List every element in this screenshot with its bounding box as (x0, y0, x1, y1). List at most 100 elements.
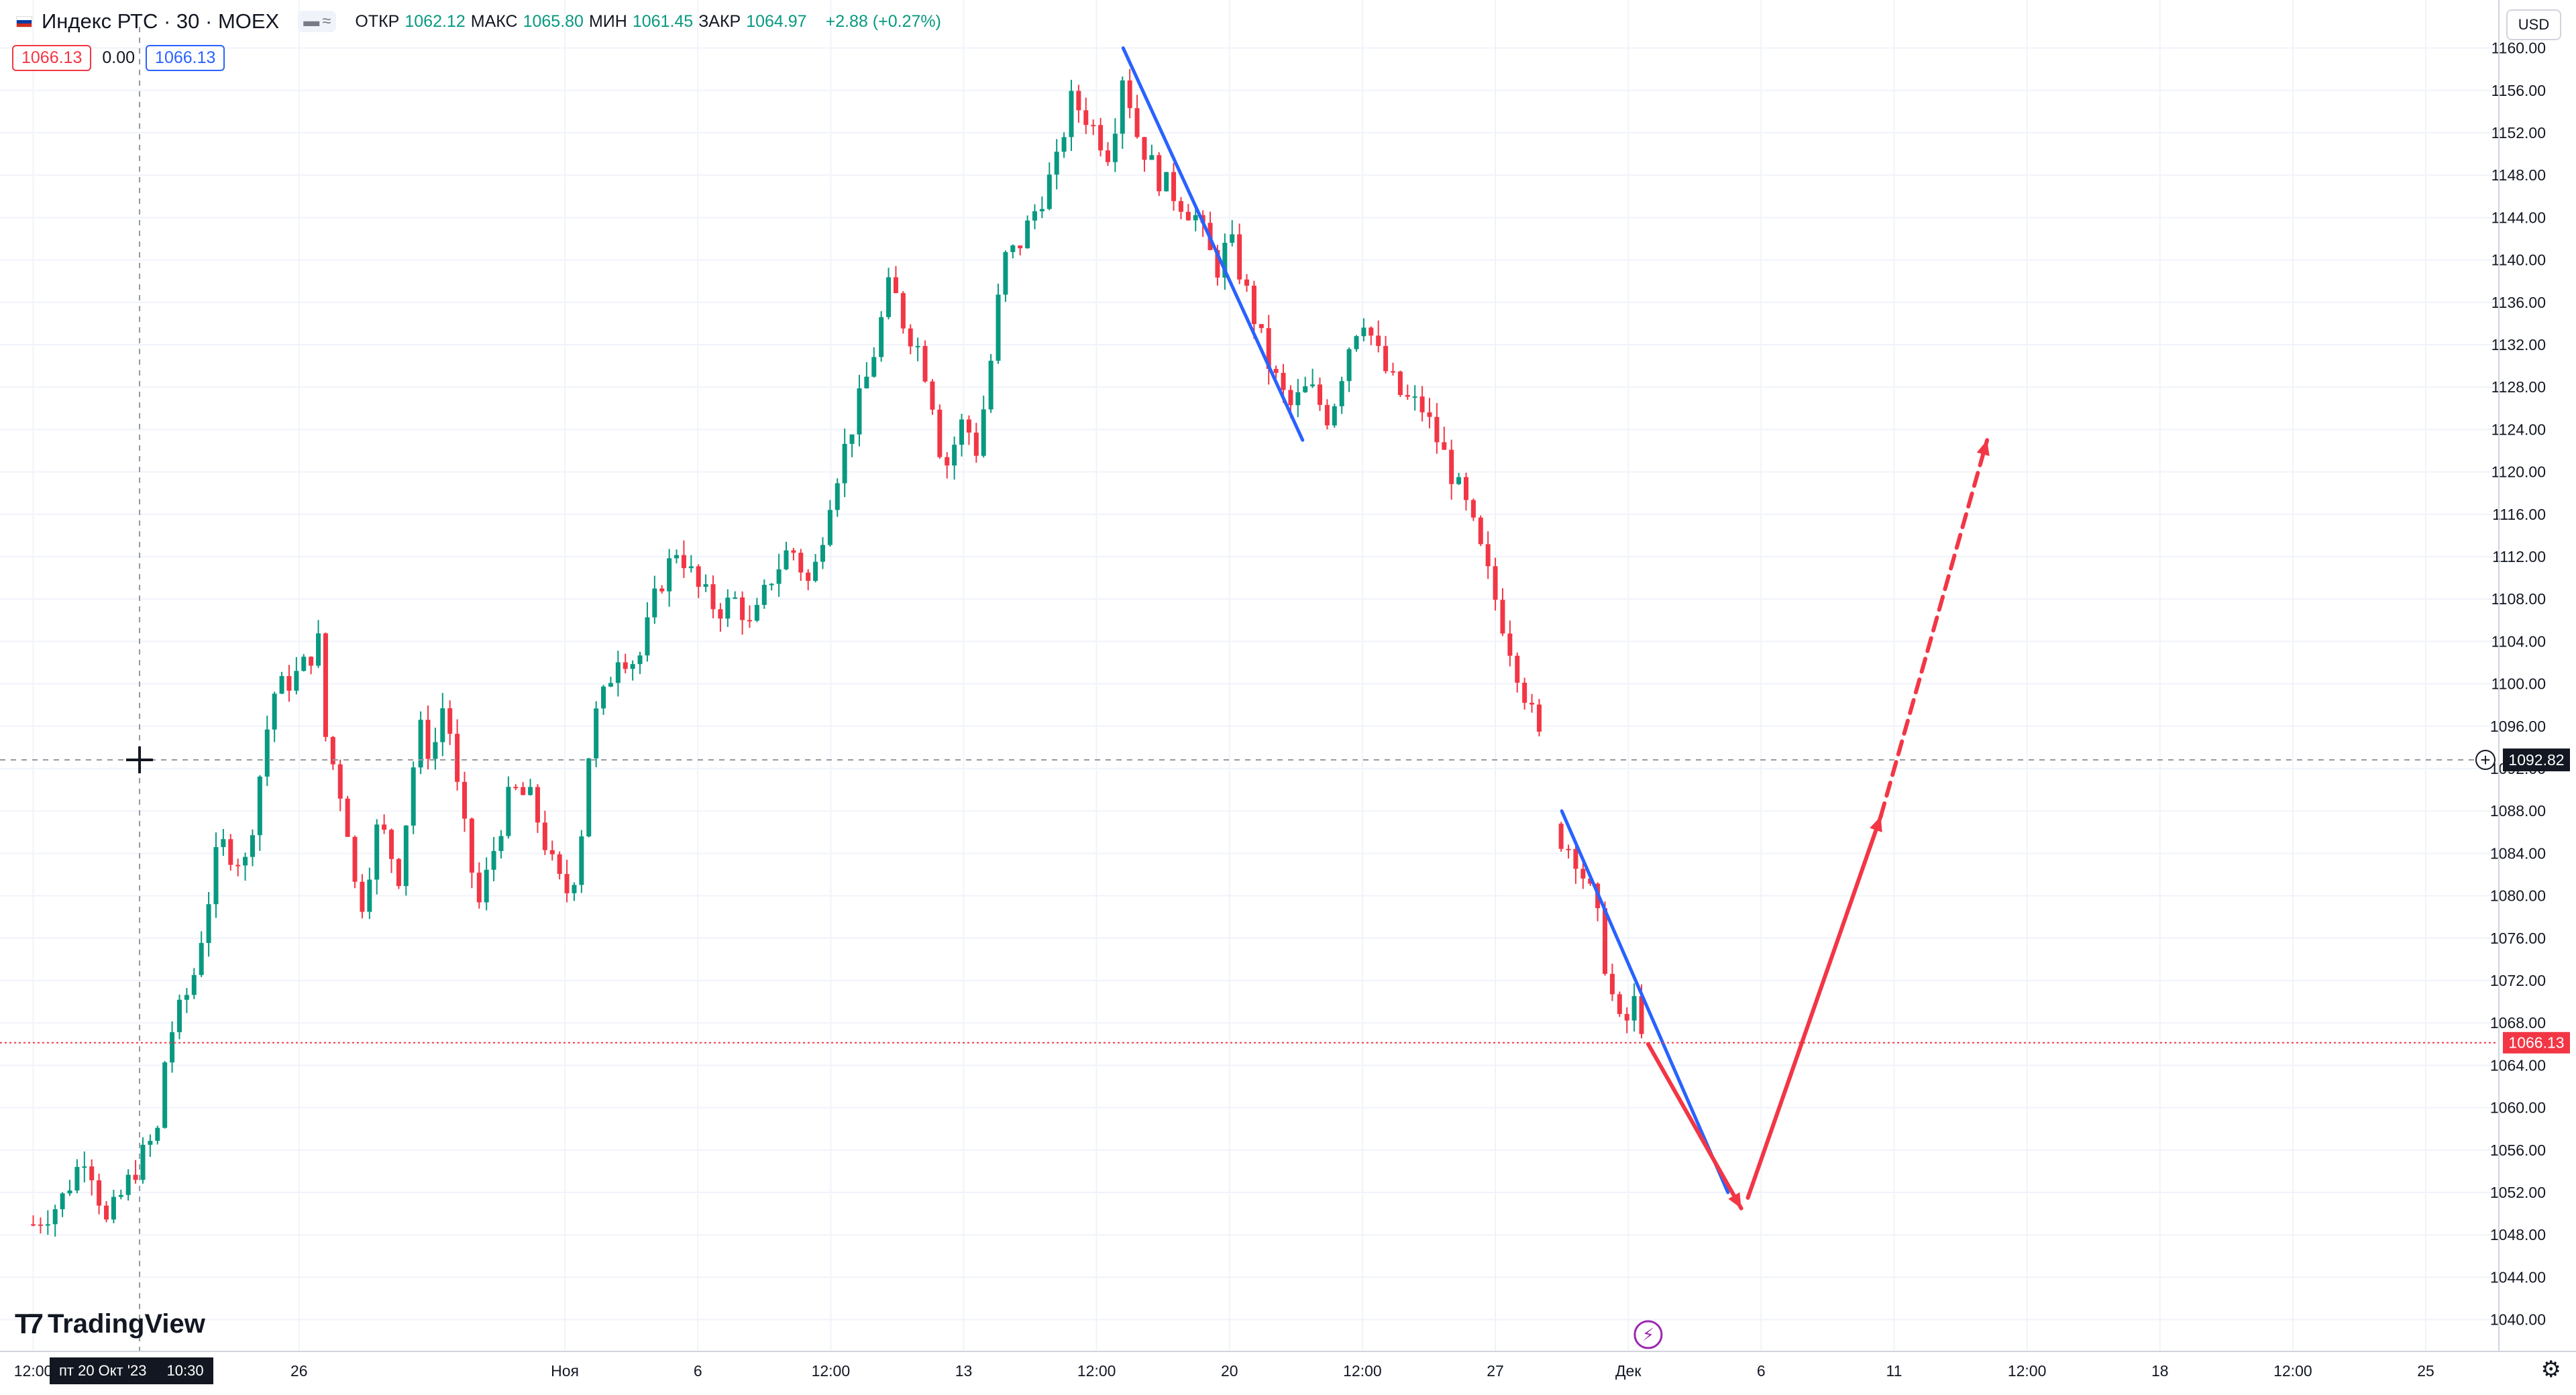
y-tick-label: 1148.00 (2491, 166, 2546, 184)
candle-body (1493, 566, 1498, 600)
candle-body (915, 345, 920, 347)
candle-body (498, 836, 504, 851)
minus-icon: ▬ (303, 12, 320, 30)
candle-body (1631, 996, 1637, 1021)
candle-body (1046, 174, 1052, 209)
candle-body (747, 620, 752, 622)
candle-body (703, 584, 708, 587)
candle-body (1003, 252, 1008, 295)
candle-body (966, 419, 971, 433)
y-tick-label: 1132.00 (2491, 336, 2546, 353)
candle-body (645, 617, 650, 656)
x-tick-label: 12:00 (1343, 1362, 1382, 1380)
candle-body (1193, 215, 1198, 221)
candle-body (184, 995, 189, 1000)
candle-body (1098, 125, 1104, 151)
candle-body (345, 798, 350, 837)
arrow-head (1976, 440, 1990, 456)
symbol-title[interactable]: Индекс РТС · 30 · MOEX (42, 9, 280, 33)
candle-body (594, 708, 599, 759)
candle-body (806, 572, 811, 581)
settings-gear-icon[interactable]: ⚙ (2540, 1357, 2561, 1382)
ohlc-label: МИН (588, 11, 627, 31)
candle-body (1427, 412, 1432, 417)
chart-legend: Индекс РТС · 30 · MOEX ▬ ≈ ОТКР 1062.12 МАК… (16, 8, 941, 35)
candle-body (740, 597, 745, 620)
x-tick-label: 12:00 (812, 1362, 851, 1380)
candle-body (542, 822, 547, 850)
y-tick-label: 1100.00 (2491, 675, 2546, 693)
candle-body (835, 483, 840, 510)
candle-body (1419, 396, 1425, 412)
candle-body (455, 734, 460, 782)
candle-body (959, 419, 965, 445)
candle-body (659, 588, 665, 592)
candle-body (469, 818, 474, 873)
y-tick-label: 1152.00 (2491, 124, 2546, 142)
candle-body (1368, 327, 1374, 336)
candle-body (74, 1166, 80, 1191)
candle-body (791, 550, 796, 553)
buy-price-box[interactable]: 1066.13 (146, 44, 225, 71)
candle-body (447, 708, 453, 734)
candle-body (1332, 406, 1337, 426)
candle-body (1318, 384, 1323, 405)
candle-body (674, 555, 680, 559)
candle-body (1449, 449, 1454, 484)
candle-body (784, 550, 789, 569)
candle-body (1178, 201, 1183, 212)
x-tick-label: 6 (1757, 1362, 1766, 1380)
candle-body (1134, 108, 1140, 137)
candle-body (1091, 125, 1096, 127)
compare-toggle[interactable]: ▬ ≈ (298, 11, 337, 32)
candle-body (1281, 372, 1286, 390)
sell-price-box[interactable]: 1066.13 (12, 44, 92, 71)
candle-body (733, 597, 738, 599)
candle-body (1500, 600, 1505, 634)
candle-body (155, 1127, 160, 1141)
chart-grid (0, 0, 2499, 1351)
y-tick-label: 1108.00 (2491, 590, 2546, 608)
candle-body (1354, 336, 1359, 349)
candle-body (111, 1196, 116, 1220)
candle-body (886, 277, 892, 317)
candle-body (1515, 655, 1520, 683)
candle-body (1485, 544, 1491, 567)
candle-body (586, 758, 592, 837)
candle-body (264, 729, 270, 777)
candle-body (754, 604, 759, 621)
tradingview-logo[interactable]: T7 TradingView (15, 1308, 205, 1339)
candle-body (352, 836, 358, 882)
candle-body (1376, 335, 1381, 346)
candle-body (725, 598, 731, 619)
candle-body (681, 555, 686, 569)
candle-body (243, 856, 248, 866)
plus-icon: + (2480, 750, 2490, 770)
candle-body (521, 787, 526, 795)
ohlc-value: 1065.80 (523, 11, 584, 31)
x-tick-label: 6 (694, 1362, 702, 1380)
x-tick-label: 12:00 (2273, 1362, 2312, 1380)
candle-body (945, 457, 950, 466)
candle-body (1434, 416, 1440, 443)
x-tick-label: 25 (2417, 1362, 2434, 1380)
crosshair-price-label: 1092.82 (2508, 751, 2564, 769)
candle-body (67, 1190, 72, 1194)
candle-body (440, 708, 445, 742)
candle-body (52, 1209, 58, 1225)
add-alert-icon (2475, 750, 2496, 771)
candle-body (1442, 442, 1447, 450)
candle-body (1251, 285, 1256, 325)
lightning-icon: ⚡ (1642, 1325, 1654, 1345)
candle-body (228, 839, 233, 865)
candle-body (140, 1144, 146, 1180)
candle-body (1536, 704, 1542, 732)
ohlc-value: 1064.97 (746, 11, 807, 31)
candle-body (1639, 996, 1644, 1034)
forecast-arrow-line (1646, 1042, 1743, 1211)
candle-body (38, 1224, 43, 1226)
candle-body (1603, 908, 1608, 974)
currency-selector[interactable]: USD (2506, 9, 2561, 40)
